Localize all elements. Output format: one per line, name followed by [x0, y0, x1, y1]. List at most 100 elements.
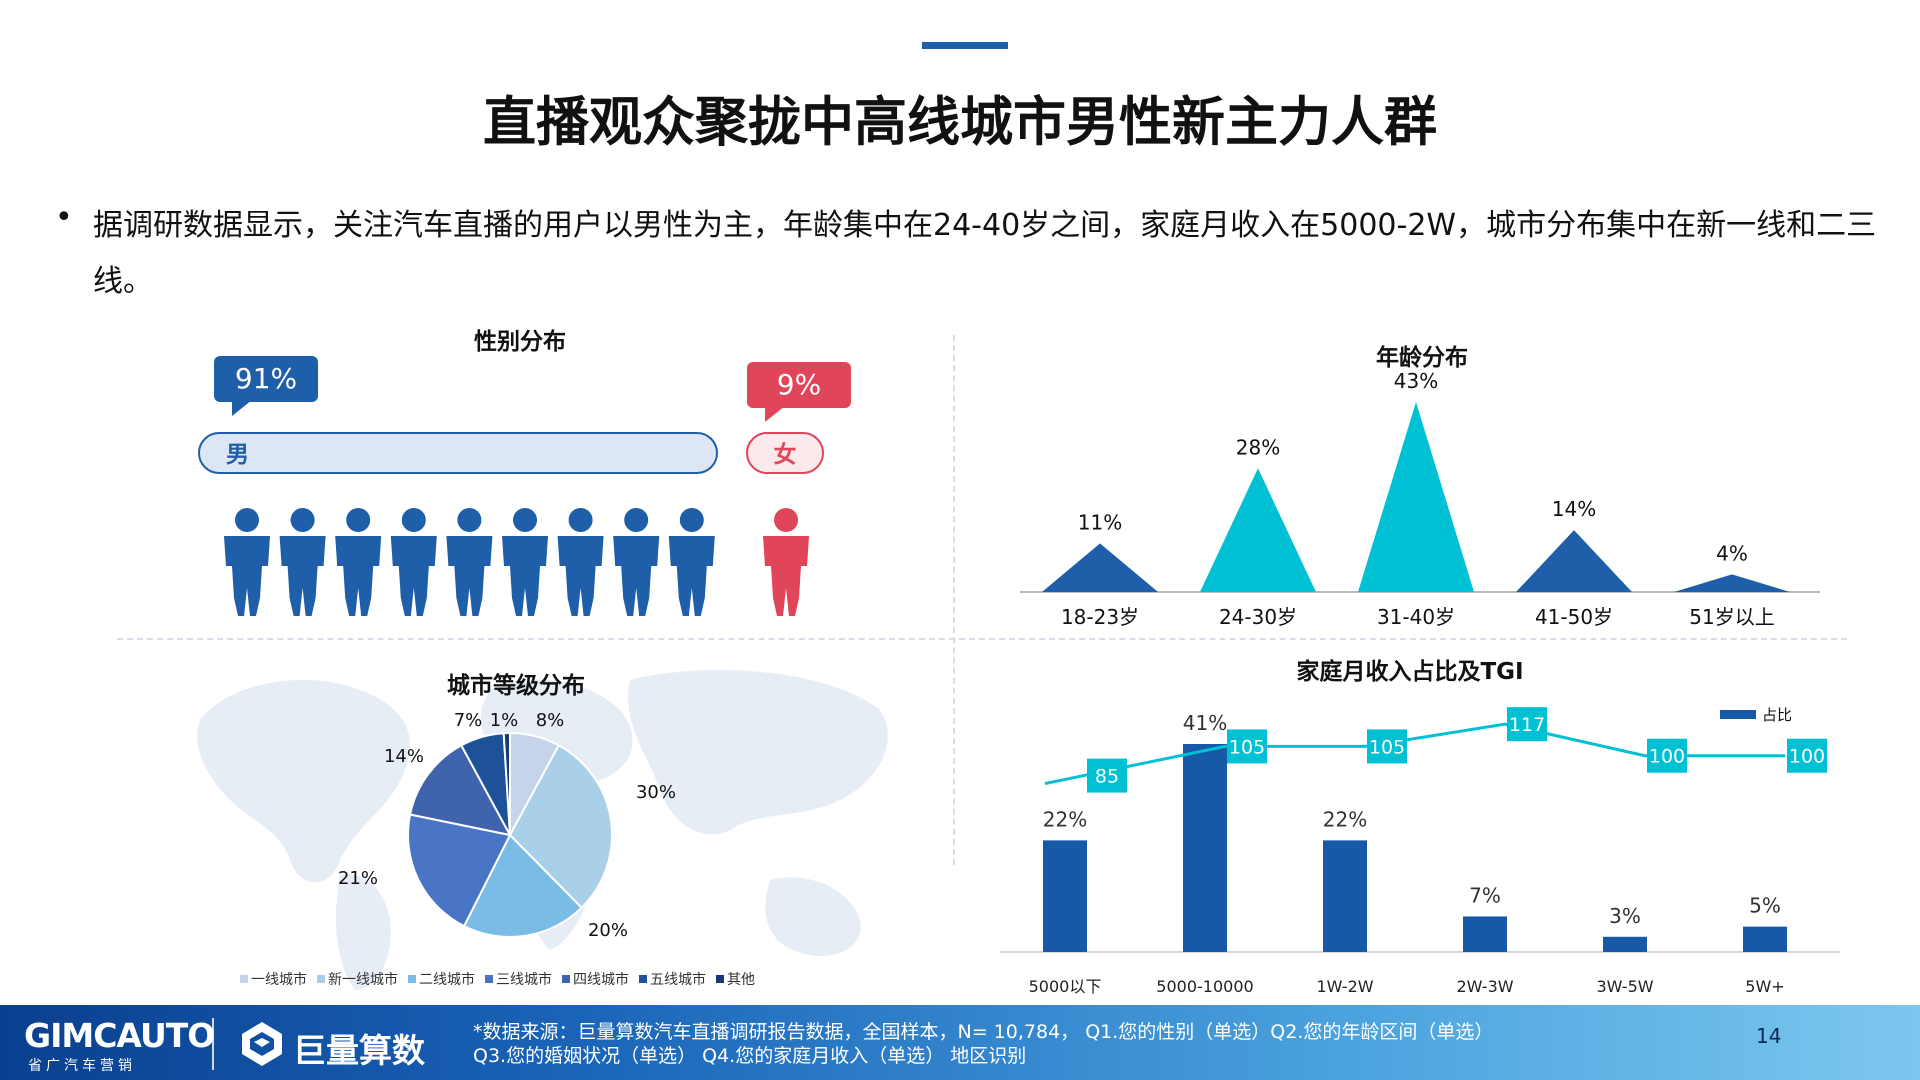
gimcauto-subtitle: 省广汽车营销 [28, 1058, 136, 1074]
pie-legend-item: 三线城市 [485, 969, 552, 989]
pie-slice [408, 744, 512, 837]
male-label: 男 [226, 442, 249, 468]
male-percent: 91% [234, 362, 298, 395]
pie-legend-item: 二线城市 [408, 969, 475, 989]
income-category-label: 1W-2W [1316, 977, 1373, 995]
age-value-label: 43% [1394, 370, 1438, 393]
title-accent-bar [922, 42, 1008, 49]
income-bar-label: 22% [1043, 807, 1087, 831]
pie-legend-label: 四线城市 [573, 972, 629, 988]
income-bar [1463, 916, 1507, 952]
pie-value-label: 7% [454, 710, 483, 731]
age-category-label: 24-30岁 [1219, 605, 1297, 629]
male-person-icon [224, 508, 270, 616]
tgi-value-label: 105 [1369, 736, 1405, 758]
male-person-icon [390, 508, 437, 616]
tgi-value-box [1367, 729, 1407, 764]
male-person-icon [557, 508, 604, 616]
male-person-icon [446, 508, 493, 616]
income-legend-label: 占比 [1762, 706, 1792, 724]
pie-value-label: 14% [384, 746, 424, 767]
age-category-label: 31-40岁 [1377, 605, 1455, 629]
income-chart-title: 家庭月收入占比及TGI [1296, 659, 1524, 685]
city-pie-chart: 8% 30% 20% 21% 14% 7% 1% [338, 710, 676, 941]
tgi-value-label: 117 [1509, 714, 1545, 736]
source-line-2: Q3.您的婚姻状况（单选） Q4.您的家庭月收入（单选） 地区识别 [473, 1045, 1027, 1067]
income-category-label: 2W-3W [1456, 977, 1513, 995]
income-bar-label: 5% [1749, 894, 1781, 918]
logo-icon [242, 1022, 282, 1066]
pie-legend-item: 新一线城市 [317, 969, 398, 989]
age-triangle [1200, 468, 1316, 592]
age-category-label: 18-23岁 [1061, 605, 1139, 629]
female-percent: 9% [776, 368, 822, 401]
male-percent-bubble: 91% [214, 356, 318, 416]
income-category-label: 5000以下 [1029, 977, 1102, 995]
tgi-value-box [1507, 707, 1547, 742]
female-bar: 女 [746, 432, 824, 474]
pie-value-label: 30% [636, 782, 676, 803]
income-bar-label: 41% [1183, 711, 1227, 735]
age-value-label: 11% [1078, 510, 1122, 534]
gender-chart-title: 性别分布 [474, 329, 566, 355]
pie-legend-label: 新一线城市 [328, 972, 398, 988]
pie-legend-swatch [639, 975, 647, 983]
tgi-value-box [1087, 758, 1127, 793]
tgi-value-box [1787, 738, 1827, 773]
pie-legend-swatch [240, 975, 248, 983]
pie-legend-swatch [562, 975, 570, 983]
pie-value-label: 1% [490, 710, 519, 731]
brand2-name: 巨量算数 [293, 1031, 425, 1070]
pie-slice [462, 833, 583, 938]
tgi-value-box [1227, 729, 1267, 764]
world-map-background [197, 670, 888, 990]
age-triangle [1042, 543, 1158, 592]
age-chart: 11% 18-23岁 28% 24-30岁 43% 31-40岁 14% 41-50岁 4% 51… [1020, 370, 1820, 629]
city-pie-legend: 一线城市 新一线城市 二线城市 三线城市 四线城市 五线城市 其他 [240, 968, 840, 988]
male-person-icon [613, 508, 660, 616]
male-person-icon [668, 508, 715, 616]
male-person-icon [502, 508, 548, 616]
age-triangle [1358, 402, 1474, 592]
page-title: 直播观众聚拢中高线城市男性新主力人群 [483, 92, 1437, 153]
tgi-value-label: 105 [1229, 736, 1265, 758]
source-line-1: *数据来源：巨量算数汽车直播调研报告数据，全国样本，N= 10,784， Q1.… [473, 1021, 1494, 1043]
male-person-icon [335, 508, 382, 616]
description-text: 据调研数据显示，关注汽车直播的用户以男性为主，年龄集中在24-40岁之间，家庭月… [93, 208, 1877, 299]
income-bar-label: 7% [1469, 883, 1501, 907]
income-bar-label: 3% [1609, 904, 1641, 928]
income-category-label: 5W+ [1745, 977, 1784, 995]
pie-legend-swatch [317, 975, 325, 983]
female-percent-bubble: 9% [747, 362, 851, 422]
brand-separator [212, 1018, 214, 1070]
age-triangle [1674, 574, 1790, 592]
page-number: 14 [1756, 1024, 1782, 1048]
pie-value-label: 8% [536, 710, 565, 731]
income-chart: 占比 22% 5000以下 41% 5000-10000 22% 1W-2W 7% 2W-3W 3… [1000, 706, 1840, 995]
pie-legend-item: 四线城市 [562, 969, 629, 989]
female-person-icon [763, 508, 809, 616]
pie-slice [407, 813, 512, 928]
pie-legend-item: 其他 [716, 969, 755, 989]
pie-legend-label: 一线城市 [251, 972, 307, 988]
tgi-value-label: 100 [1649, 746, 1685, 768]
pie-legend-item: 五线城市 [639, 969, 706, 989]
footer-bar [0, 1005, 1920, 1080]
income-category-label: 3W-5W [1596, 977, 1653, 995]
tgi-value-label: 85 [1095, 766, 1119, 788]
age-value-label: 14% [1552, 497, 1596, 521]
income-bar [1743, 926, 1787, 952]
male-bar: 男 [198, 432, 718, 474]
pie-value-label: 20% [588, 920, 628, 941]
income-bar [1603, 936, 1647, 952]
pie-legend-swatch [485, 975, 493, 983]
age-category-label: 41-50岁 [1535, 605, 1613, 629]
income-bar [1043, 840, 1087, 952]
pie-legend-swatch [716, 975, 724, 983]
income-category-label: 5000-10000 [1156, 977, 1253, 995]
age-triangle [1516, 530, 1632, 592]
pie-legend-swatch [408, 975, 416, 983]
pie-legend-label: 其他 [727, 972, 755, 988]
income-bar-label: 22% [1323, 807, 1367, 831]
vertical-divider [953, 335, 955, 865]
